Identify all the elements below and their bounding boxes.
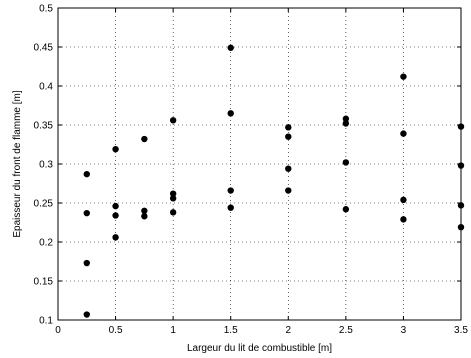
data-point xyxy=(83,209,90,217)
data-point xyxy=(400,130,407,137)
data-point xyxy=(227,44,234,51)
data-point xyxy=(400,216,407,223)
data-point xyxy=(400,196,407,204)
data-point xyxy=(112,202,119,210)
y-tick-label: 0.1 xyxy=(39,316,53,327)
data-point xyxy=(227,187,234,194)
data-point xyxy=(169,190,177,197)
data-points xyxy=(83,44,465,318)
data-point xyxy=(227,204,234,211)
data-point xyxy=(112,212,119,219)
data-point xyxy=(83,170,90,178)
data-point xyxy=(141,213,148,220)
x-tick-label: 2 xyxy=(286,325,292,336)
data-point xyxy=(457,123,465,130)
data-point xyxy=(169,117,177,124)
y-tick-labels: 0.1 0.15 0.2 0.25 0.3 0.35 0.4 0.45 0.5 xyxy=(34,4,54,327)
data-point xyxy=(342,159,350,166)
data-point xyxy=(342,115,350,122)
x-tick-labels: 0 0.5 1 1.5 2 2.5 3 3.5 xyxy=(55,325,468,336)
y-tick-label: 0.35 xyxy=(34,121,54,132)
y-tick-label: 0.45 xyxy=(34,43,54,54)
x-axis-label: Largeur du lit de combustible [m] xyxy=(187,343,332,354)
data-point xyxy=(112,145,119,153)
data-point xyxy=(83,311,90,318)
y-axis-label: Epaisseur du front de flamme [m] xyxy=(12,90,23,238)
y-tick-label: 0.2 xyxy=(39,238,53,249)
x-tick-label: 0 xyxy=(55,325,61,336)
data-point xyxy=(112,234,119,241)
data-point xyxy=(457,202,465,209)
y-tick-label: 0.5 xyxy=(39,4,53,15)
data-point xyxy=(169,195,177,202)
data-point xyxy=(285,165,292,172)
x-tick-label: 3 xyxy=(401,325,407,336)
data-point xyxy=(285,133,292,140)
data-point xyxy=(285,124,292,131)
x-tick-label: 3.5 xyxy=(454,325,468,336)
data-point xyxy=(83,259,90,267)
data-point xyxy=(227,110,234,117)
y-tick-label: 0.3 xyxy=(39,160,53,171)
axis-ticks xyxy=(57,7,462,321)
data-point xyxy=(457,223,465,231)
data-point xyxy=(141,207,148,214)
x-tick-label: 2.5 xyxy=(339,325,353,336)
data-point xyxy=(400,73,407,80)
x-tick-label: 1.5 xyxy=(224,325,238,336)
x-tick-label: 1 xyxy=(170,325,176,336)
data-point xyxy=(457,162,465,169)
data-point xyxy=(141,135,148,143)
data-point xyxy=(285,187,292,194)
data-point xyxy=(342,120,350,127)
y-tick-label: 0.4 xyxy=(39,82,53,93)
y-tick-label: 0.15 xyxy=(34,277,54,288)
y-tick-label: 0.25 xyxy=(34,199,54,210)
data-point xyxy=(342,206,350,213)
data-point xyxy=(169,209,177,216)
x-tick-label: 0.5 xyxy=(109,325,123,336)
